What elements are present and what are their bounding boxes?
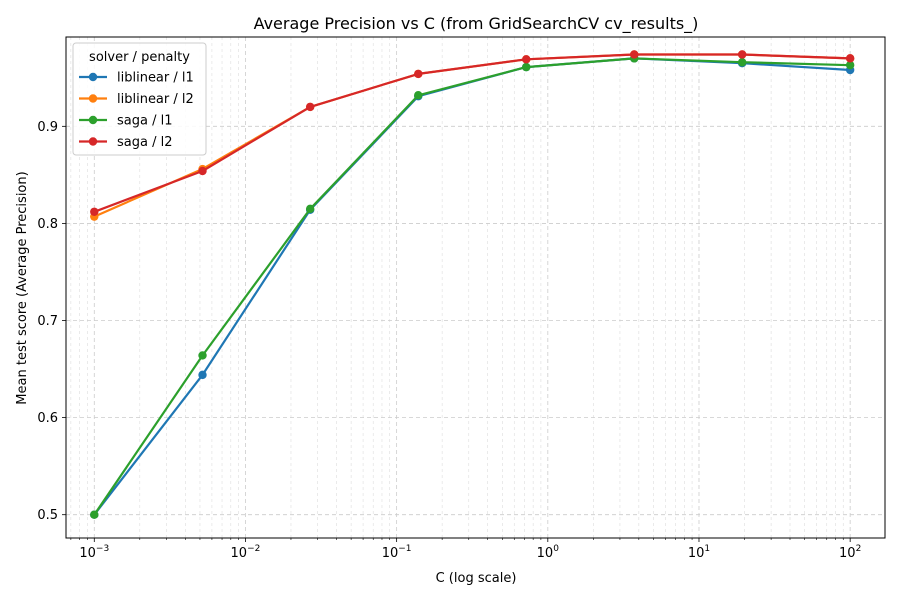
data-point (737, 50, 747, 59)
y-tick-label: 0.5 (37, 508, 58, 523)
y-tick-label: 0.9 (37, 120, 58, 135)
y-axis-label: Mean test score (Average Precision) (15, 171, 30, 404)
tick-layer: 10−3 10−2 10−1 100 101 102 0.5 0.6 0.7 0.8 0.9 (37, 120, 861, 561)
legend-swatch-marker (88, 94, 98, 103)
data-point (305, 102, 315, 112)
data-point (198, 166, 207, 176)
data-point (522, 62, 531, 72)
plot-frame (65, 36, 886, 539)
series-line (93, 57, 851, 516)
y-tick-label: 0.7 (37, 314, 58, 329)
legend-label: liblinear / l2 (117, 92, 194, 107)
legend-label: saga / l2 (117, 135, 173, 150)
data-point (737, 58, 747, 67)
data-point (414, 91, 423, 100)
legend-label: liblinear / l1 (117, 71, 194, 86)
series-line (93, 53, 851, 213)
x-tick-label: 10−3 (79, 544, 109, 561)
x-axis-label: C (log scale) (436, 571, 517, 586)
data-point (414, 69, 423, 79)
legend-box (72, 42, 207, 156)
x-tick-label: 100 (537, 544, 560, 561)
y-tick-label: 0.6 (37, 411, 58, 426)
series-line (93, 57, 851, 516)
data-point (90, 207, 99, 216)
x-tick-label: 101 (688, 544, 710, 561)
legend-title: solver / penalty (89, 50, 190, 65)
legend: solver / penalty liblinear / l1 liblinear … (72, 42, 207, 156)
legend-swatch-marker (88, 137, 98, 146)
x-tick-label: 10−2 (231, 544, 261, 561)
data-point (845, 54, 855, 63)
data-point (522, 55, 531, 64)
x-tick-label: 102 (839, 544, 861, 561)
series-line (93, 53, 851, 218)
y-tick-label: 0.8 (37, 217, 58, 232)
series-saga-l2 (90, 50, 855, 216)
legend-label: saga / l1 (117, 114, 173, 129)
series-layer (90, 50, 855, 519)
series-saga-l1 (90, 54, 855, 519)
data-point (90, 510, 99, 519)
data-point (198, 351, 207, 360)
chart-title: Average Precision vs C (from GridSearchC… (254, 14, 699, 34)
x-tick-label: 10−1 (382, 544, 412, 561)
data-point (305, 204, 315, 214)
legend-swatch-marker (88, 72, 98, 82)
data-point (630, 50, 639, 59)
data-point (845, 60, 855, 70)
data-point (198, 370, 207, 380)
legend-swatch-marker (88, 115, 98, 125)
